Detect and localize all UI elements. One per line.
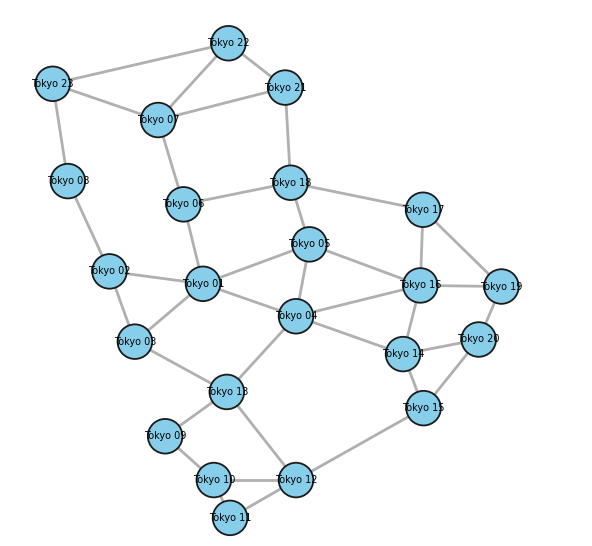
Text: Tokyo 22: Tokyo 22 bbox=[207, 38, 250, 48]
Circle shape bbox=[406, 192, 440, 227]
Text: Tokyo 13: Tokyo 13 bbox=[205, 387, 248, 397]
Circle shape bbox=[50, 164, 85, 198]
Circle shape bbox=[274, 165, 308, 200]
Text: Tokyo 19: Tokyo 19 bbox=[480, 282, 523, 292]
Circle shape bbox=[279, 463, 313, 497]
Circle shape bbox=[386, 337, 420, 371]
Text: Tokyo 15: Tokyo 15 bbox=[403, 403, 445, 413]
Text: Tokyo 08: Tokyo 08 bbox=[47, 176, 89, 186]
Text: Tokyo 18: Tokyo 18 bbox=[269, 177, 312, 188]
Circle shape bbox=[186, 266, 220, 301]
Text: Tokyo 21: Tokyo 21 bbox=[264, 82, 307, 93]
Circle shape bbox=[92, 254, 127, 289]
Circle shape bbox=[197, 463, 231, 497]
Text: Tokyo 09: Tokyo 09 bbox=[144, 431, 186, 441]
Circle shape bbox=[210, 375, 244, 410]
Circle shape bbox=[268, 70, 303, 105]
Circle shape bbox=[461, 322, 496, 357]
Circle shape bbox=[36, 67, 70, 101]
Text: Tokyo 05: Tokyo 05 bbox=[288, 239, 331, 250]
Circle shape bbox=[292, 227, 327, 262]
Circle shape bbox=[166, 187, 201, 222]
Circle shape bbox=[484, 269, 519, 304]
Circle shape bbox=[279, 299, 313, 334]
Text: Tokyo 04: Tokyo 04 bbox=[275, 311, 317, 321]
Text: Tokyo 07: Tokyo 07 bbox=[137, 115, 179, 125]
Text: Tokyo 20: Tokyo 20 bbox=[458, 335, 500, 345]
Text: Tokyo 14: Tokyo 14 bbox=[382, 349, 424, 359]
Text: Tokyo 06: Tokyo 06 bbox=[162, 199, 205, 209]
Text: Tokyo 10: Tokyo 10 bbox=[192, 475, 235, 485]
Text: Tokyo 17: Tokyo 17 bbox=[402, 205, 444, 215]
Circle shape bbox=[211, 26, 246, 61]
Circle shape bbox=[213, 501, 247, 535]
Text: Tokyo 12: Tokyo 12 bbox=[275, 475, 317, 485]
Circle shape bbox=[403, 268, 437, 302]
Text: Tokyo 16: Tokyo 16 bbox=[399, 281, 442, 290]
Text: Tokyo 23: Tokyo 23 bbox=[31, 79, 74, 89]
Text: Tokyo 02: Tokyo 02 bbox=[88, 266, 131, 276]
Circle shape bbox=[118, 324, 152, 359]
Circle shape bbox=[148, 419, 182, 454]
Circle shape bbox=[406, 391, 441, 425]
Text: Tokyo 11: Tokyo 11 bbox=[209, 513, 251, 523]
Circle shape bbox=[141, 103, 175, 137]
Text: Tokyo 01: Tokyo 01 bbox=[182, 279, 224, 289]
Text: Tokyo 03: Tokyo 03 bbox=[114, 337, 156, 347]
